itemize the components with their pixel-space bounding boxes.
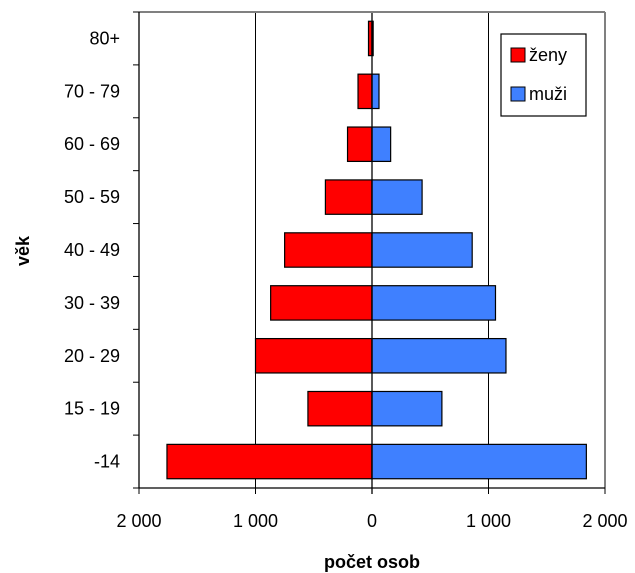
bar-muzi xyxy=(371,179,423,215)
bar-muzi xyxy=(371,126,392,163)
y-axis-title: věk xyxy=(13,235,33,266)
legend-label-muzi: muži xyxy=(529,84,567,104)
y-tick-label: 20 - 29 xyxy=(64,346,120,366)
y-tick-label: 70 - 79 xyxy=(64,81,120,101)
y-tick-label: 30 - 39 xyxy=(64,293,120,313)
bar-muzi xyxy=(371,337,507,374)
x-tick-label: 2 000 xyxy=(582,511,627,531)
bar-muzi xyxy=(371,285,497,321)
bar-zeny xyxy=(346,126,373,163)
legend-swatch-muzi xyxy=(510,86,526,102)
x-tick-label: 1 000 xyxy=(233,511,278,531)
y-tick-label: 50 - 59 xyxy=(64,187,120,207)
legend-label-zeny: ženy xyxy=(529,45,567,65)
y-tick-label: 80+ xyxy=(89,28,120,48)
axis-labels: -14 15 - 19 20 - 29 30 - 39 40 - 49 50 - 59 60… xyxy=(64,28,628,531)
bar-zeny xyxy=(166,443,373,480)
bar-zeny xyxy=(284,232,373,268)
x-axis-title: počet osob xyxy=(324,552,420,572)
y-tick-label: 60 - 69 xyxy=(64,134,120,154)
legend: ženy muži xyxy=(500,33,587,117)
legend-swatch-zeny xyxy=(510,47,526,63)
x-tick-label: 0 xyxy=(367,511,377,531)
y-tick-label: -14 xyxy=(94,452,120,472)
bar-muzi xyxy=(371,443,587,480)
bar-zeny xyxy=(254,337,373,374)
x-tick-label: 1 000 xyxy=(466,511,511,531)
y-tick-label: 15 - 19 xyxy=(64,399,120,419)
bar-zeny xyxy=(270,285,373,321)
bar-muzi xyxy=(371,232,473,268)
x-tick-label: 2 000 xyxy=(116,511,161,531)
bar-zeny xyxy=(324,179,373,215)
bar-muzi xyxy=(371,73,380,110)
bar-muzi xyxy=(371,390,443,427)
bar-zeny xyxy=(357,73,373,110)
bar-zeny xyxy=(307,390,373,427)
plot-frame xyxy=(133,11,606,494)
y-tick-label: 40 - 49 xyxy=(64,240,120,260)
